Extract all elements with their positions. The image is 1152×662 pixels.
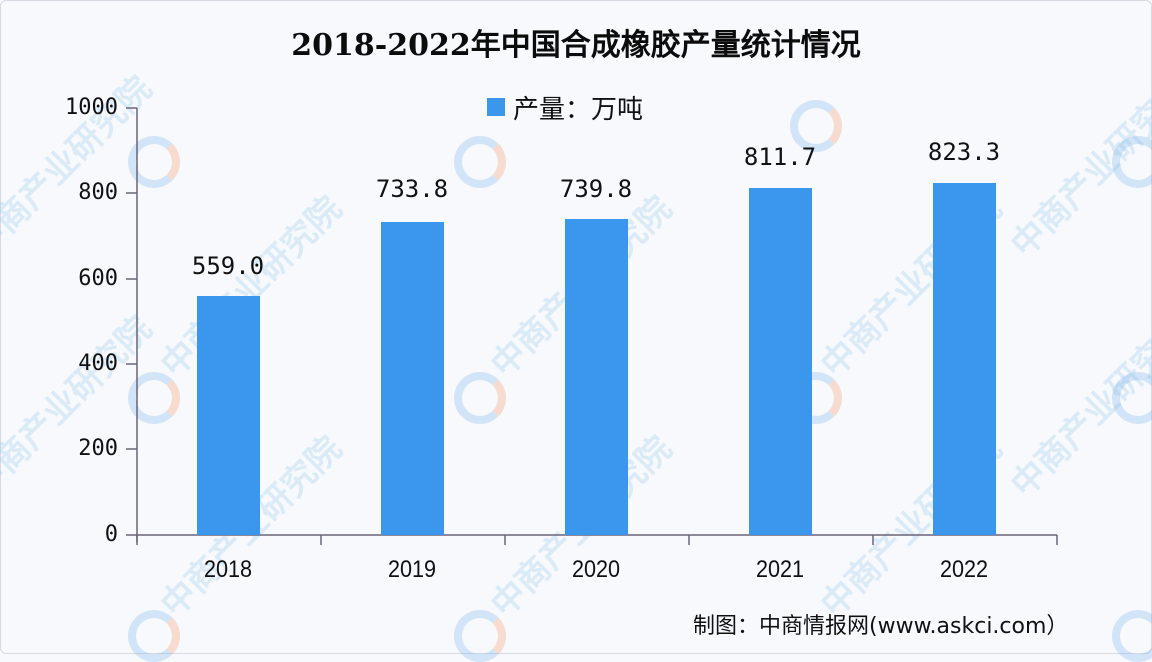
bar-2021 (749, 188, 812, 535)
source-note: 制图：中商情报网(www.askci.com） (693, 614, 1069, 639)
x-tick-label: 2018 (203, 556, 253, 583)
bar-2019 (381, 222, 444, 535)
y-tick-label: 400 (78, 351, 118, 376)
y-tick-label: 600 (78, 266, 118, 291)
legend: 产量：万吨 (487, 90, 644, 125)
chart-title: 2018-2022年中国合成橡胶产量统计情况 (291, 28, 861, 63)
bar-2022 (933, 183, 996, 535)
y-tick-label: 200 (78, 436, 118, 461)
bar-2018 (197, 296, 260, 535)
legend-label: 产量：万吨 (513, 94, 644, 125)
bar-2020 (565, 219, 628, 535)
data-label-2019: 733.8 (375, 175, 449, 203)
y-tick-label: 800 (78, 180, 118, 205)
y-tick-label: 1000 (65, 95, 118, 120)
x-tick-label: 2020 (571, 556, 621, 583)
x-tick-label: 2019 (387, 556, 437, 583)
data-label-2020: 739.8 (559, 175, 633, 203)
x-tick-label: 2021 (755, 556, 805, 583)
y-tick-label: 0 (104, 522, 118, 547)
x-tick-label: 2022 (939, 556, 989, 583)
data-label-2018: 559.0 (191, 252, 265, 280)
legend-swatch-icon (487, 98, 505, 116)
data-label-2022: 823.3 (927, 138, 1001, 166)
data-label-2021: 811.7 (743, 143, 817, 171)
